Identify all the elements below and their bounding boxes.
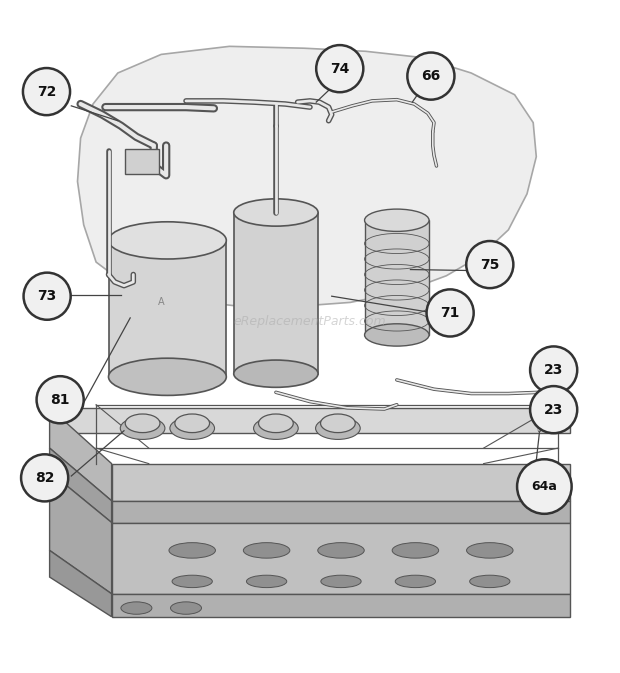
Circle shape [21, 454, 68, 501]
Ellipse shape [365, 209, 429, 232]
Ellipse shape [169, 542, 216, 558]
Polygon shape [50, 408, 570, 433]
Text: 66: 66 [421, 69, 441, 83]
Ellipse shape [121, 602, 152, 614]
Ellipse shape [108, 222, 226, 259]
Ellipse shape [125, 414, 160, 433]
Text: 23: 23 [544, 363, 564, 377]
Text: eReplacementParts.com: eReplacementParts.com [234, 314, 386, 328]
Circle shape [407, 52, 454, 100]
Text: 75: 75 [480, 258, 500, 272]
Circle shape [530, 386, 577, 433]
Text: 73: 73 [37, 289, 57, 304]
Polygon shape [50, 408, 112, 501]
Ellipse shape [321, 575, 361, 588]
Text: A: A [158, 297, 164, 308]
Polygon shape [365, 220, 429, 335]
Text: 64a: 64a [531, 480, 557, 493]
Ellipse shape [234, 199, 318, 226]
Circle shape [37, 376, 84, 423]
Ellipse shape [234, 360, 318, 388]
Ellipse shape [254, 417, 298, 439]
Ellipse shape [170, 602, 202, 614]
Ellipse shape [316, 417, 360, 439]
Text: 23: 23 [544, 402, 564, 417]
Polygon shape [112, 522, 570, 594]
Ellipse shape [108, 358, 226, 396]
Polygon shape [50, 472, 112, 594]
Circle shape [517, 459, 572, 513]
Polygon shape [78, 46, 536, 307]
Polygon shape [50, 448, 112, 522]
Text: 72: 72 [37, 85, 56, 99]
Ellipse shape [466, 542, 513, 558]
Circle shape [23, 68, 70, 115]
Ellipse shape [321, 414, 355, 433]
Ellipse shape [392, 542, 439, 558]
Ellipse shape [365, 324, 429, 346]
Text: 81: 81 [50, 393, 70, 406]
Polygon shape [50, 551, 112, 616]
Ellipse shape [170, 417, 215, 439]
Circle shape [24, 273, 71, 320]
Circle shape [530, 347, 577, 394]
Ellipse shape [470, 575, 510, 588]
Circle shape [533, 396, 546, 409]
Ellipse shape [247, 575, 286, 588]
Ellipse shape [120, 417, 165, 439]
Ellipse shape [259, 414, 293, 433]
Polygon shape [108, 240, 226, 377]
Polygon shape [112, 501, 570, 522]
Text: 71: 71 [440, 306, 460, 320]
Circle shape [466, 241, 513, 288]
Text: 74: 74 [330, 62, 350, 75]
Polygon shape [112, 464, 570, 501]
Ellipse shape [396, 575, 435, 588]
Ellipse shape [317, 542, 365, 558]
Ellipse shape [175, 414, 210, 433]
Circle shape [427, 289, 474, 336]
FancyBboxPatch shape [125, 149, 159, 174]
Ellipse shape [243, 542, 290, 558]
Text: 82: 82 [35, 471, 55, 485]
Circle shape [316, 45, 363, 92]
Ellipse shape [172, 575, 212, 588]
Polygon shape [234, 213, 318, 374]
Polygon shape [112, 594, 570, 616]
